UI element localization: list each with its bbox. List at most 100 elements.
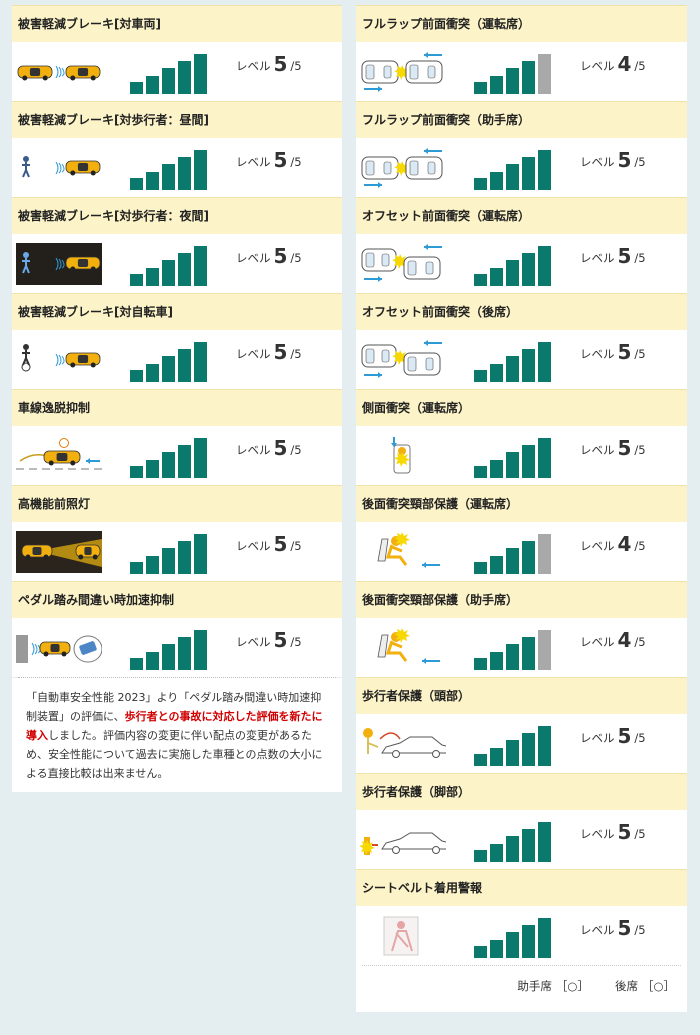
level-bar xyxy=(538,822,551,862)
pedal-misapplication-icon xyxy=(16,635,102,663)
rating-title: 歩行者保護（頭部） xyxy=(356,677,687,714)
level-bar xyxy=(162,164,175,190)
level-max: /5 xyxy=(290,347,302,361)
level-bar xyxy=(490,556,503,574)
level-value: 5 xyxy=(617,340,632,364)
level-bar xyxy=(146,76,159,94)
level-bars xyxy=(474,726,551,766)
rating-body: レベル 5/5 xyxy=(356,906,687,965)
full-lap-driver-icon xyxy=(361,52,443,92)
level-bar xyxy=(178,445,191,478)
level-readout: レベル 5/5 xyxy=(580,819,646,844)
rating-title: オフセット前面衝突（後席） xyxy=(356,293,687,330)
rating-item: ペダル踏み間違い時加速抑制 レベル 5/5 xyxy=(12,581,342,677)
level-bar xyxy=(490,268,503,286)
level-bar xyxy=(178,349,191,382)
level-readout: レベル 4/5 xyxy=(580,531,646,556)
level-bar xyxy=(506,932,519,958)
rating-title: 被害軽減ブレーキ[対歩行者：夜間] xyxy=(12,197,342,234)
level-readout: レベル 5/5 xyxy=(236,627,302,652)
level-max: /5 xyxy=(634,635,646,649)
rating-item: 歩行者保護（脚部） レベル 5/5 xyxy=(356,773,687,869)
rating-title: 車線逸脱抑制 xyxy=(12,389,342,426)
rating-title: 側面衝突（運転席） xyxy=(356,389,687,426)
car-to-car-icon xyxy=(17,65,101,81)
level-max: /5 xyxy=(634,347,646,361)
offset-rear-icon xyxy=(361,340,442,378)
note-text-rest: しました。評価内容の変更に伴い配点の変更があるため、安全性能について過去に実施し… xyxy=(26,729,323,780)
level-value: 5 xyxy=(273,52,288,76)
rating-item: 後面衝突頸部保護（運転席） レベル 4/5 xyxy=(356,485,687,581)
rating-title: 後面衝突頸部保護（助手席） xyxy=(356,581,687,618)
rating-body: レベル 5/5 xyxy=(12,234,342,293)
level-bar xyxy=(194,342,207,382)
level-bar xyxy=(146,652,159,670)
level-label: レベル xyxy=(580,59,615,73)
level-bar xyxy=(194,438,207,478)
rating-body: レベル 4/5 xyxy=(356,522,687,581)
level-bar xyxy=(178,541,191,574)
level-max: /5 xyxy=(634,59,646,73)
side-impact-icon xyxy=(391,437,411,474)
level-label: レベル xyxy=(580,251,615,265)
rear-impact-driver-icon xyxy=(377,532,440,568)
level-bar xyxy=(522,61,535,94)
level-value: 5 xyxy=(617,916,632,940)
level-bar xyxy=(474,370,487,382)
level-bar xyxy=(506,740,519,766)
level-readout: レベル 5/5 xyxy=(580,723,646,748)
level-bar xyxy=(162,260,175,286)
note-highlight: 歩行者との事故に対応した評価を新たに導入 xyxy=(26,710,323,742)
level-bar xyxy=(162,548,175,574)
level-bar xyxy=(146,556,159,574)
seatbelt-seat-status: 助手席 ［○］ 後席 ［○］ xyxy=(356,965,687,1012)
rating-item: 車線逸脱抑制 レベル 5/5 xyxy=(12,389,342,485)
rating-title: 高機能前照灯 xyxy=(12,485,342,522)
full-lap-passenger-icon xyxy=(361,148,443,188)
level-bars xyxy=(130,534,207,574)
level-bar xyxy=(474,466,487,478)
collision-safety-list: フルラップ前面衝突（運転席） レベル 4/5 フルラップ前面衝突（助手席） レベル… xyxy=(356,5,687,965)
headlight-icon xyxy=(16,531,102,573)
level-label: レベル xyxy=(580,443,615,457)
level-bar xyxy=(194,630,207,670)
level-bar xyxy=(538,534,551,574)
level-label: レベル xyxy=(580,731,615,745)
level-bars xyxy=(474,630,551,670)
level-readout: レベル 5/5 xyxy=(580,915,646,940)
rating-title: 被害軽減ブレーキ[対自転車] xyxy=(12,293,342,330)
rating-title: 後面衝突頸部保護（運転席） xyxy=(356,485,687,522)
passenger-seat-value: ［○］ xyxy=(555,979,589,993)
level-bar xyxy=(178,157,191,190)
rating-item: 後面衝突頸部保護（助手席） レベル 4/5 xyxy=(356,581,687,677)
pedestrian-leg-icon xyxy=(360,832,446,855)
level-bars xyxy=(130,630,207,670)
level-bar xyxy=(538,246,551,286)
level-label: レベル xyxy=(580,923,615,937)
level-label: レベル xyxy=(580,347,615,361)
rating-body: レベル 5/5 xyxy=(356,714,687,773)
level-value: 5 xyxy=(617,724,632,748)
rating-item: 高機能前照灯 レベル 5/5 xyxy=(12,485,342,581)
level-bars xyxy=(474,342,551,382)
level-bar xyxy=(522,637,535,670)
level-bar xyxy=(538,630,551,670)
level-label: レベル xyxy=(236,539,271,553)
level-label: レベル xyxy=(236,59,271,73)
rating-item: シートベルト着用警報 レベル 5/5 xyxy=(356,869,687,965)
level-bars xyxy=(474,54,551,94)
level-bar xyxy=(506,164,519,190)
level-bars xyxy=(474,822,551,862)
level-readout: レベル 5/5 xyxy=(236,51,302,76)
level-bar xyxy=(130,274,143,286)
level-bar xyxy=(490,76,503,94)
level-max: /5 xyxy=(634,443,646,457)
rating-title: フルラップ前面衝突（助手席） xyxy=(356,101,687,138)
rating-item: 側面衝突（運転席） レベル 5/5 xyxy=(356,389,687,485)
level-bar xyxy=(538,342,551,382)
rating-body: レベル 5/5 xyxy=(12,426,342,485)
level-bar xyxy=(474,178,487,190)
rating-body: レベル 5/5 xyxy=(12,42,342,101)
level-bar xyxy=(474,562,487,574)
level-bar xyxy=(490,652,503,670)
